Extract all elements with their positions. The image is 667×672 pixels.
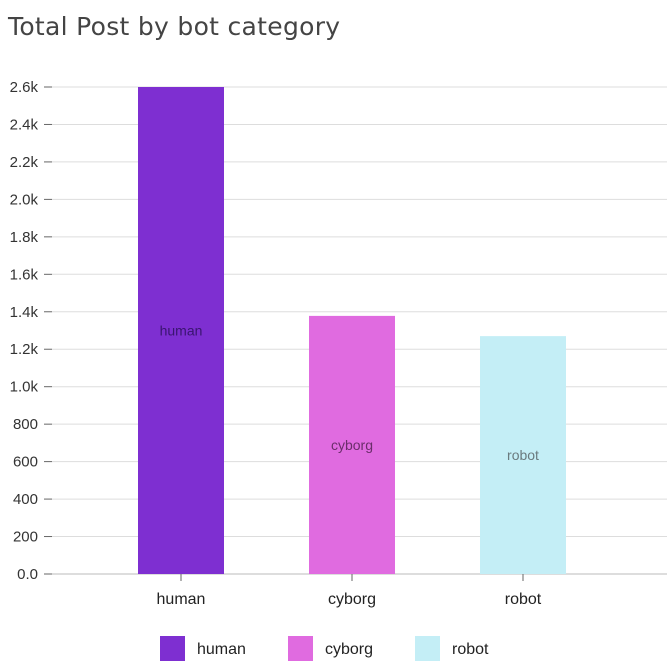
y-tick-label: 1.2k xyxy=(10,341,39,358)
bar-label-human: human xyxy=(160,323,203,339)
x-tick-label-human: human xyxy=(157,591,206,608)
legend-label-human[interactable]: human xyxy=(197,641,246,658)
x-tick-label-robot: robot xyxy=(505,591,542,608)
y-tick-label: 1.6k xyxy=(10,266,39,283)
y-tick-label: 800 xyxy=(13,416,38,433)
legend-swatch-cyborg[interactable] xyxy=(288,636,313,661)
y-tick-label: 2.0k xyxy=(10,191,39,208)
y-tick-label: 2.6k xyxy=(10,79,39,96)
y-tick-label: 600 xyxy=(13,454,38,471)
bar-robot[interactable] xyxy=(480,336,566,574)
y-tick-label: 2.2k xyxy=(10,154,39,171)
legend-label-robot[interactable]: robot xyxy=(452,641,489,658)
bar-label-robot: robot xyxy=(507,447,539,463)
bar-cyborg[interactable] xyxy=(309,315,395,574)
y-tick-label: 0.0 xyxy=(17,566,38,583)
y-tick-label: 2.4k xyxy=(10,116,39,133)
legend-swatch-robot[interactable] xyxy=(415,636,440,661)
chart-title: Total Post by bot category xyxy=(8,12,341,41)
y-tick-label: 200 xyxy=(13,529,38,546)
y-tick-label: 400 xyxy=(13,491,38,508)
bar-human[interactable] xyxy=(138,87,224,574)
legend-label-cyborg[interactable]: cyborg xyxy=(325,641,373,658)
y-tick-label: 1.0k xyxy=(10,379,39,396)
y-tick-label: 1.8k xyxy=(10,229,39,246)
legend-swatch-human[interactable] xyxy=(160,636,185,661)
y-tick-label: 1.4k xyxy=(10,304,39,321)
bar-label-cyborg: cyborg xyxy=(331,437,373,453)
x-tick-label-cyborg: cyborg xyxy=(328,591,376,608)
